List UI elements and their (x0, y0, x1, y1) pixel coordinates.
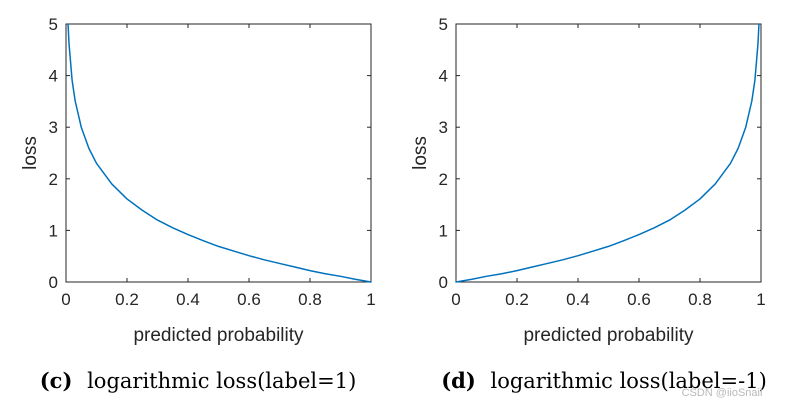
right-y-tick-label: 5 (439, 15, 448, 34)
left-plot-frame (65, 23, 372, 283)
right-x-tick-label: 0.4 (566, 290, 590, 309)
right-x-tick-label: 0.8 (688, 290, 712, 309)
chart-right: 0 0.2 0.4 0.6 0.8 1 0 1 2 3 4 5 predicted probabilit… (410, 15, 766, 346)
left-y-axis-label: loss (20, 136, 41, 170)
right-x-tick-label: 0.6 (627, 290, 651, 309)
left-x-tick-label: 0.2 (115, 290, 139, 309)
right-x-axis-label: predicted probability (523, 325, 694, 346)
watermark: CSDN @iioSnail (682, 387, 763, 399)
right-x-tick-label: 1 (756, 290, 765, 309)
left-y-tick-label: 3 (49, 118, 58, 137)
left-x-tick-label: 0.6 (237, 290, 261, 309)
left-y-tick-label: 0 (49, 273, 58, 292)
left-y-tick-label: 2 (49, 170, 58, 189)
caption-right-text: logarithmic loss(label=-1) (490, 369, 766, 393)
left-x-axis-label: predicted probability (133, 325, 304, 346)
caption-right-label: (d) (441, 368, 476, 393)
left-x-tick-label: 0 (61, 290, 70, 309)
left-x-tick-label: 1 (366, 290, 375, 309)
right-x-tick-label: 0 (451, 290, 460, 309)
right-y-tick-label: 0 (439, 273, 448, 292)
caption-left: (c) logarithmic loss(label=1) (40, 368, 357, 393)
caption-left-text: logarithmic loss(label=1) (87, 369, 356, 393)
left-y-tick-label: 1 (49, 221, 58, 240)
right-y-axis-label: loss (410, 136, 431, 170)
right-y-tick-label: 1 (439, 221, 448, 240)
caption-left-label: (c) (40, 368, 73, 393)
right-y-tick-label: 3 (439, 118, 448, 137)
left-y-tick-label: 5 (49, 15, 58, 34)
right-loss-curve (455, 23, 760, 283)
right-plot-frame (455, 23, 762, 283)
chart-left: 0 0.2 0.4 0.6 0.8 1 0 1 2 3 4 5 predicted probabilit… (20, 15, 376, 346)
left-x-tick-label: 0.4 (176, 290, 200, 309)
right-y-tick-label: 2 (439, 170, 448, 189)
left-y-tick-label: 4 (49, 67, 58, 86)
caption-right: (d) logarithmic loss(label=-1) (441, 368, 767, 393)
right-y-tick-label: 4 (439, 67, 448, 86)
right-x-tick-label: 0.2 (505, 290, 529, 309)
left-x-tick-label: 0.8 (298, 290, 322, 309)
left-loss-curve (67, 23, 372, 283)
